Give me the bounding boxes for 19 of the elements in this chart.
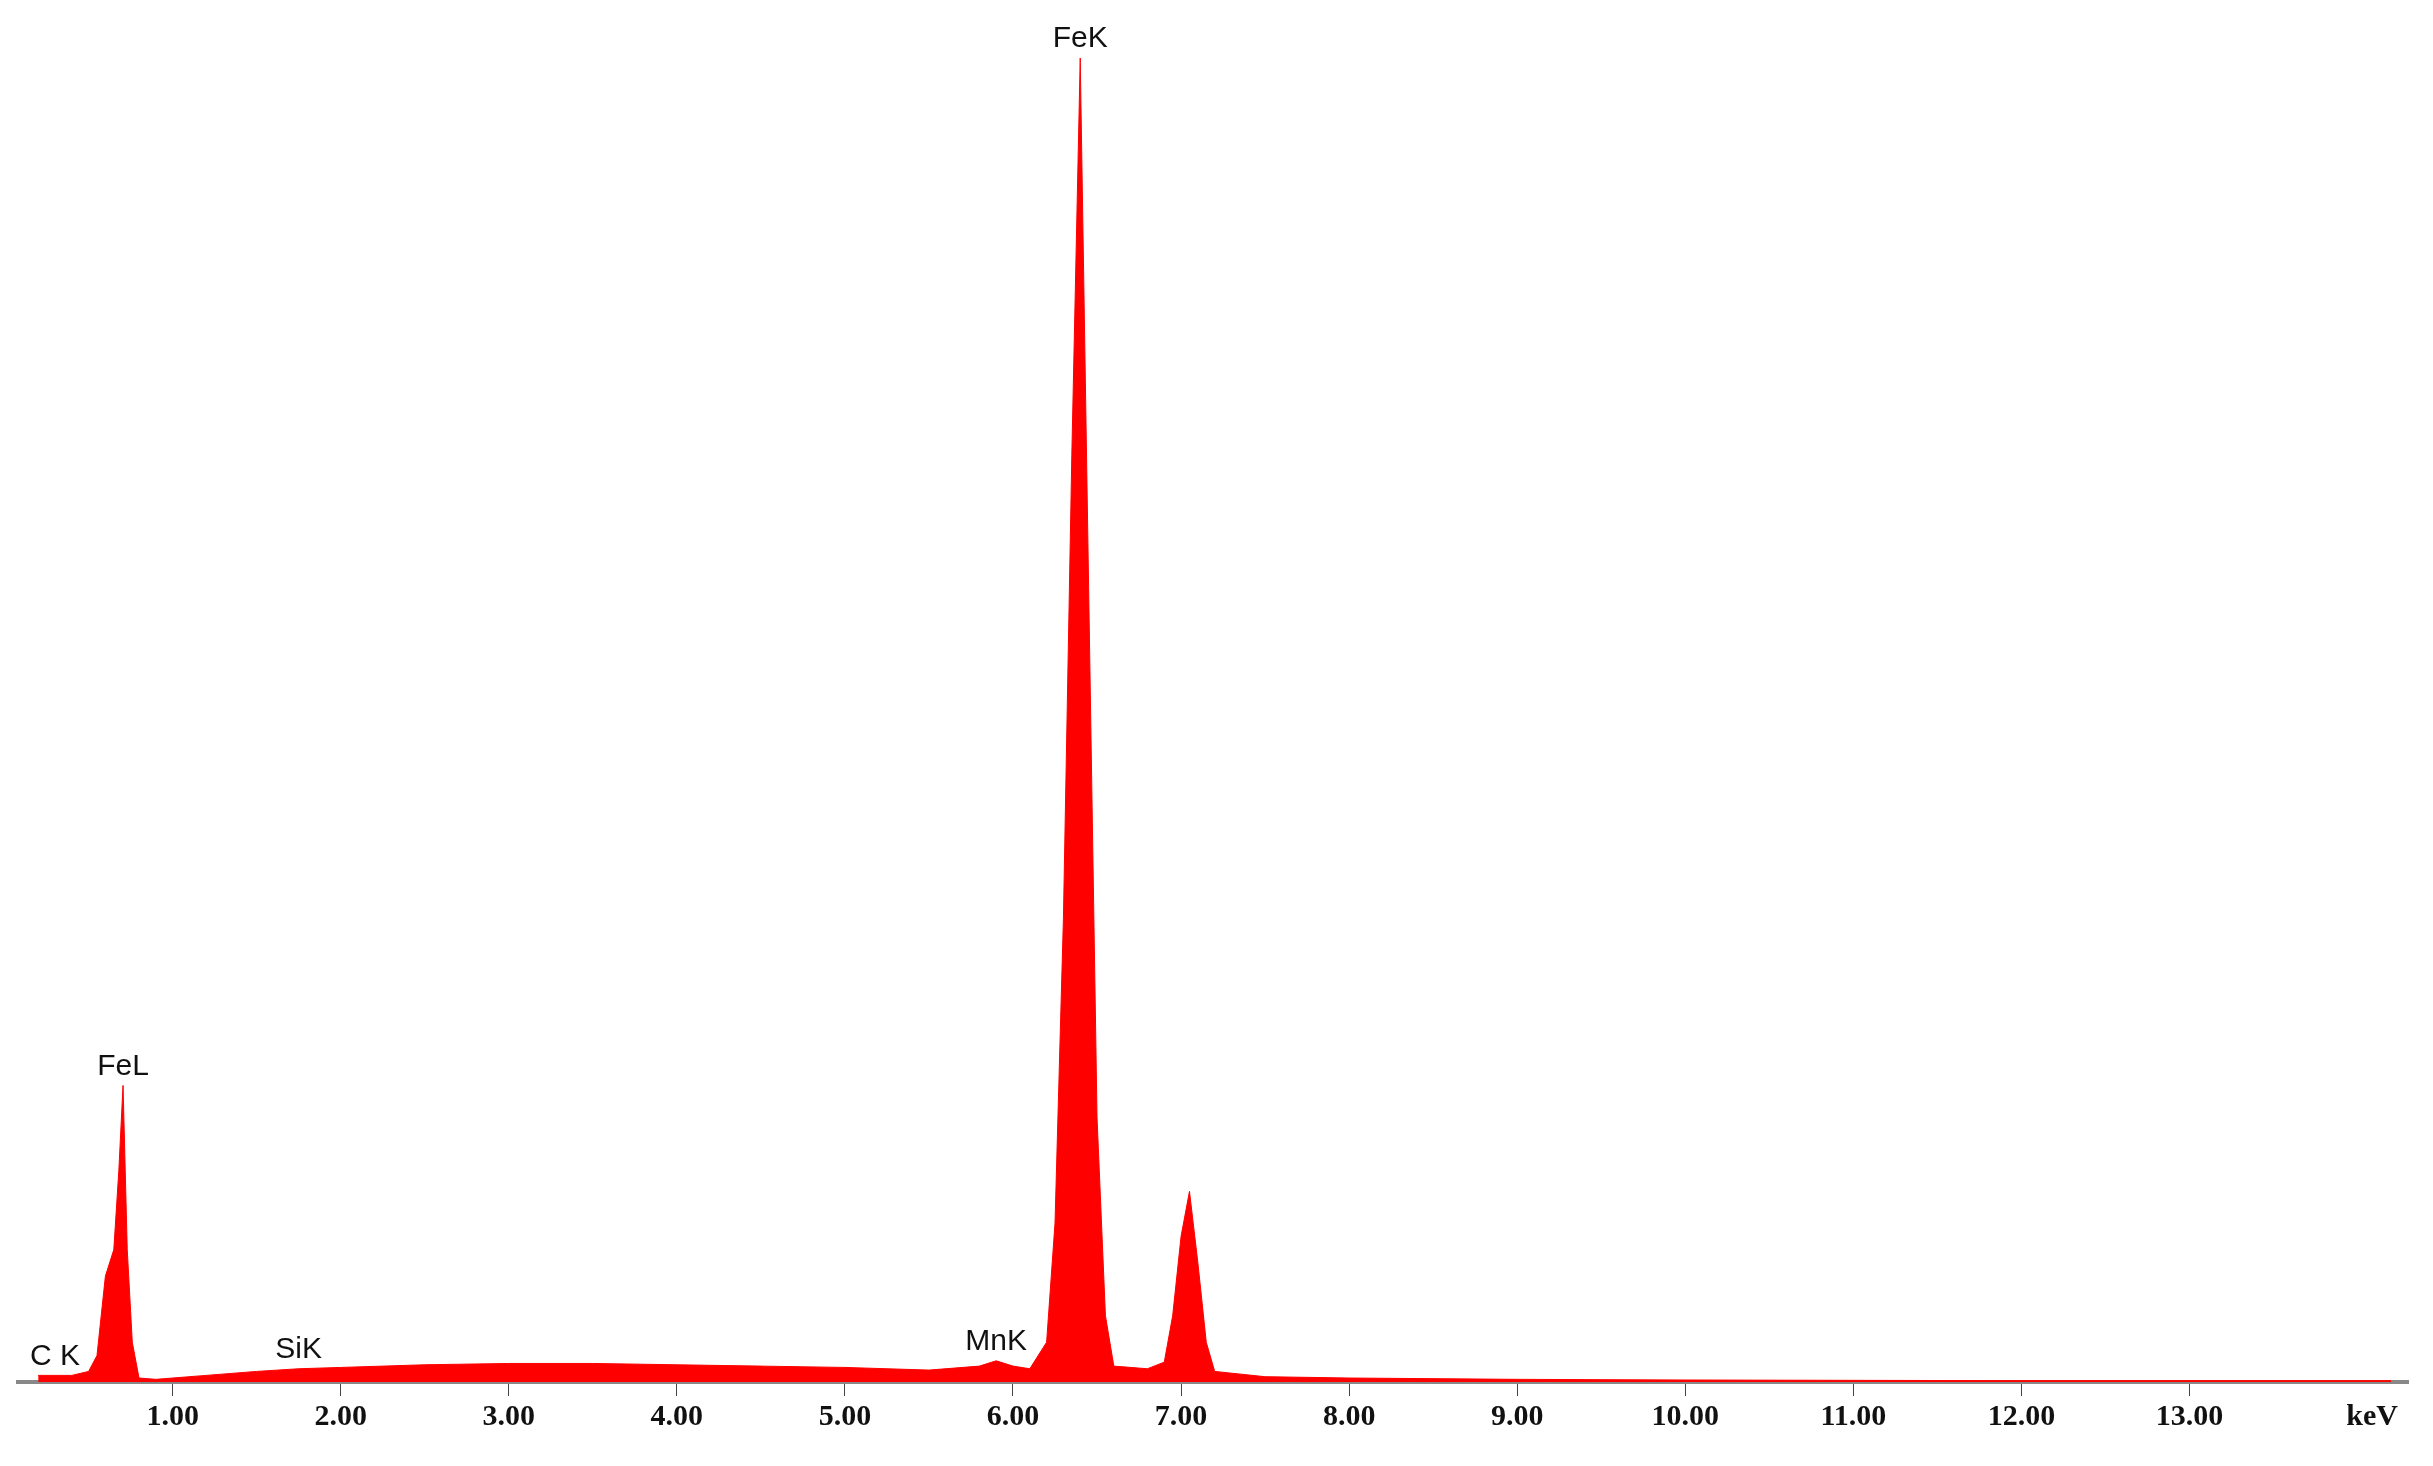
x-tick-label: 7.00 — [1154, 1397, 1208, 1431]
x-tick-label: 12.00 — [1987, 1397, 2056, 1431]
x-tick-label: 9.00 — [1490, 1397, 1544, 1431]
annotation: C K — [29, 1337, 80, 1371]
x-tick-label: 5.00 — [818, 1397, 872, 1431]
x-tick-label: 6.00 — [986, 1397, 1040, 1431]
annotation: SiK — [275, 1331, 323, 1365]
annotation: MnK — [965, 1323, 1028, 1357]
annotation: FeK — [1052, 20, 1108, 54]
x-tick-label: 4.00 — [650, 1397, 704, 1431]
x-tick-label: 11.00 — [1820, 1397, 1887, 1431]
x-tick-label: 13.00 — [2155, 1397, 2224, 1431]
x-tick-label: 10.00 — [1651, 1397, 1720, 1431]
x-tick-label: 8.00 — [1322, 1397, 1376, 1431]
x-axis-title: keV — [2346, 1397, 2399, 1431]
x-tick-label: 2.00 — [314, 1397, 367, 1431]
x-tick-label: 3.00 — [482, 1397, 536, 1431]
x-tick-label: 1.00 — [146, 1397, 199, 1431]
annotation: FeL — [97, 1047, 149, 1081]
